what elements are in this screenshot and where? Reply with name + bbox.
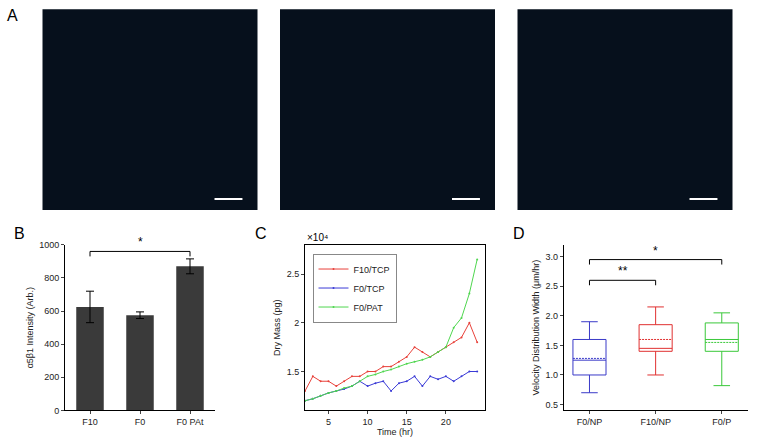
svg-text:0: 0 [54, 406, 59, 416]
svg-text:2.0: 2.0 [545, 311, 558, 321]
svg-text:**: ** [618, 264, 628, 278]
svg-text:1.0: 1.0 [545, 370, 558, 380]
svg-text:D: D [513, 225, 525, 242]
svg-text:Time (hr): Time (hr) [377, 427, 413, 437]
svg-text:F10/TCP: F10/TCP [354, 265, 390, 275]
svg-text:200: 200 [44, 372, 59, 382]
svg-text:F0/P: F0/P [712, 417, 731, 427]
svg-text:3.0: 3.0 [545, 252, 558, 262]
svg-text:1.5: 1.5 [545, 341, 558, 351]
svg-text:600: 600 [44, 306, 59, 316]
svg-text:*: * [138, 235, 143, 249]
svg-text:2.5: 2.5 [287, 269, 300, 279]
svg-text:2.5: 2.5 [545, 281, 558, 291]
svg-text:0.5: 0.5 [545, 400, 558, 410]
svg-text:15: 15 [402, 417, 412, 427]
svg-text:400: 400 [44, 339, 59, 349]
svg-text:α5β1 Intensity (Arb.): α5β1 Intensity (Arb.) [25, 287, 35, 368]
svg-text:1000: 1000 [39, 240, 59, 250]
svg-text:B: B [14, 225, 25, 242]
svg-text:1.5: 1.5 [287, 367, 300, 377]
svg-text:F10/NP: F10/NP [640, 417, 671, 427]
svg-text:F0: F0 [135, 417, 146, 427]
svg-text:F10: F10 [82, 417, 98, 427]
svg-text:5: 5 [326, 417, 331, 427]
svg-text:2: 2 [294, 318, 299, 328]
svg-text:Velocity Distribution Width (μ: Velocity Distribution Width (μm/hr) [531, 260, 541, 396]
svg-text:F0/TCP: F0/TCP [354, 284, 385, 294]
svg-text:A: A [7, 7, 18, 24]
svg-text:*: * [653, 244, 658, 258]
svg-text:Dry Mass (pg): Dry Mass (pg) [272, 299, 282, 356]
svg-text:F0/PAT: F0/PAT [354, 303, 384, 313]
svg-text:×10⁴: ×10⁴ [307, 232, 328, 243]
svg-text:C: C [255, 225, 267, 242]
svg-text:20: 20 [441, 417, 451, 427]
svg-text:F0/NP: F0/NP [577, 417, 603, 427]
svg-text:10: 10 [363, 417, 373, 427]
svg-text:800: 800 [44, 273, 59, 283]
svg-text:F0 PAt: F0 PAt [177, 417, 204, 427]
